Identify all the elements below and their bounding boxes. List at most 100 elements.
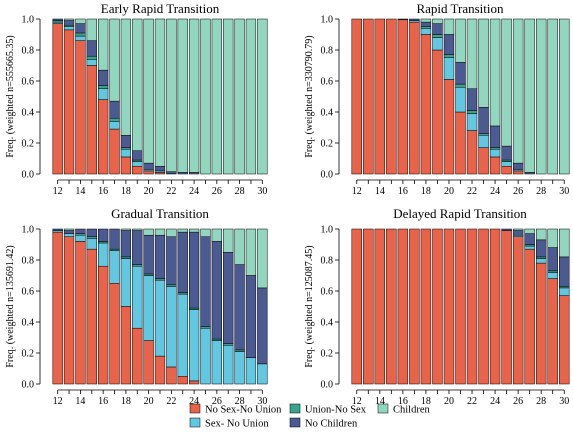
bar-segment [143, 234, 154, 275]
bar-segment [211, 18, 222, 175]
bar-segment [547, 272, 558, 279]
bar-segment [443, 54, 455, 59]
bar-segment [443, 57, 455, 80]
x-tick-label: 20 [144, 396, 154, 407]
y-tick-label: 0.2 [22, 139, 35, 150]
x-tick-label: 26 [513, 186, 523, 197]
bar-segment [75, 40, 86, 175]
bar-segment [75, 241, 86, 385]
bar-segment [234, 264, 245, 351]
bar-segment [177, 18, 188, 173]
bar-segment [547, 247, 558, 272]
bar-segment [166, 366, 177, 385]
bar-segment [75, 35, 86, 41]
bar-segment [120, 18, 132, 136]
bar-segment [443, 79, 455, 175]
bar-segment [211, 228, 222, 242]
bar-segment [86, 59, 97, 66]
y-tick-label: 0.8 [22, 46, 35, 57]
x-tick-label: 16 [98, 186, 108, 197]
bar-segment [143, 228, 154, 236]
y-tick-label: 1.0 [321, 225, 334, 236]
x-tick-label: 14 [375, 396, 385, 407]
x-tick-label: 18 [121, 186, 131, 197]
bar-segment [75, 228, 86, 234]
bar-segment [501, 18, 512, 147]
bar-segment [109, 18, 120, 102]
bar-segment [223, 228, 234, 253]
bar-segment [188, 231, 200, 309]
bar-segment [63, 20, 75, 26]
bar-segment [420, 18, 432, 23]
bar-segment [177, 231, 188, 293]
bar-segment [432, 49, 443, 175]
bar-segment [154, 355, 166, 385]
legend-swatch [289, 417, 301, 428]
chart-panel-1: Early Rapid Transition Freq. (weighted n=… [5, 1, 268, 197]
x-tick-label: 24 [189, 186, 199, 197]
chart-title: Delayed Rapid Transition [393, 206, 527, 221]
bar-segment [397, 18, 409, 21]
y-tick-label: 0.2 [321, 139, 334, 150]
y-tick-label: 0.6 [22, 287, 35, 298]
bar-segment [211, 241, 222, 340]
bar-segment [489, 156, 501, 175]
bar-segment [234, 228, 245, 265]
bar-segment [512, 228, 524, 231]
x-tick-label: 18 [421, 396, 431, 407]
bar-segment [109, 283, 120, 385]
bar-segment [234, 18, 245, 175]
x-tick-label: 24 [490, 396, 500, 407]
y-tick-label: 0.0 [22, 170, 35, 181]
bar-segment [188, 309, 200, 382]
bar-segment [432, 18, 443, 24]
bar-segment [188, 380, 200, 385]
x-tick-label: 28 [235, 396, 245, 407]
bar-segment [455, 83, 466, 88]
bar-segment [63, 233, 75, 237]
bar-segment [535, 239, 547, 258]
bar-segment [63, 228, 75, 231]
bar-segment [211, 340, 222, 385]
x-tick-label: 30 [257, 186, 267, 197]
bar-segment [257, 363, 268, 385]
y-tick-label: 0.8 [321, 256, 334, 267]
y-tick-label: 0.0 [321, 170, 334, 181]
bar-segment [234, 351, 245, 385]
bar-segment [132, 166, 143, 175]
bar-segment [200, 228, 211, 237]
bar-segment [351, 18, 362, 175]
x-tick-label: 12 [53, 186, 63, 197]
legend-swatch [189, 417, 201, 428]
y-tick-label: 0.4 [22, 318, 35, 329]
bar-segment [512, 170, 524, 175]
bar-segment [245, 228, 257, 276]
bar-segment [177, 293, 188, 377]
bar-segment [132, 150, 143, 161]
bar-segment [478, 135, 489, 148]
bar-segment [120, 156, 132, 175]
bar-segment [132, 228, 143, 231]
x-tick-label: 28 [235, 186, 245, 197]
bar-segment [86, 40, 97, 57]
bar-segment [397, 19, 409, 175]
bar-segment [420, 28, 432, 35]
bar-segment [478, 228, 489, 385]
bar-segment [86, 65, 97, 175]
chart-panel-4: Delayed Rapid Transition Freq. (weighted … [304, 206, 570, 407]
bar-segment [420, 34, 432, 175]
bar-segment [524, 233, 535, 245]
bar-segment [547, 18, 558, 175]
x-tick-label: 28 [536, 186, 546, 197]
bar-segment [52, 18, 63, 21]
bar-segment [559, 18, 570, 175]
bar-segment [432, 34, 443, 38]
y-tick-label: 1.0 [22, 225, 35, 236]
bar-segment [455, 86, 466, 113]
bar-segment [166, 228, 177, 237]
x-tick-label: 22 [166, 186, 176, 197]
x-tick-label: 12 [352, 186, 362, 197]
chart-panel-3: Gradual Transition Freq. (weighted n=1356… [5, 206, 268, 407]
bar-segment [223, 345, 234, 385]
bar-segment [109, 250, 120, 284]
